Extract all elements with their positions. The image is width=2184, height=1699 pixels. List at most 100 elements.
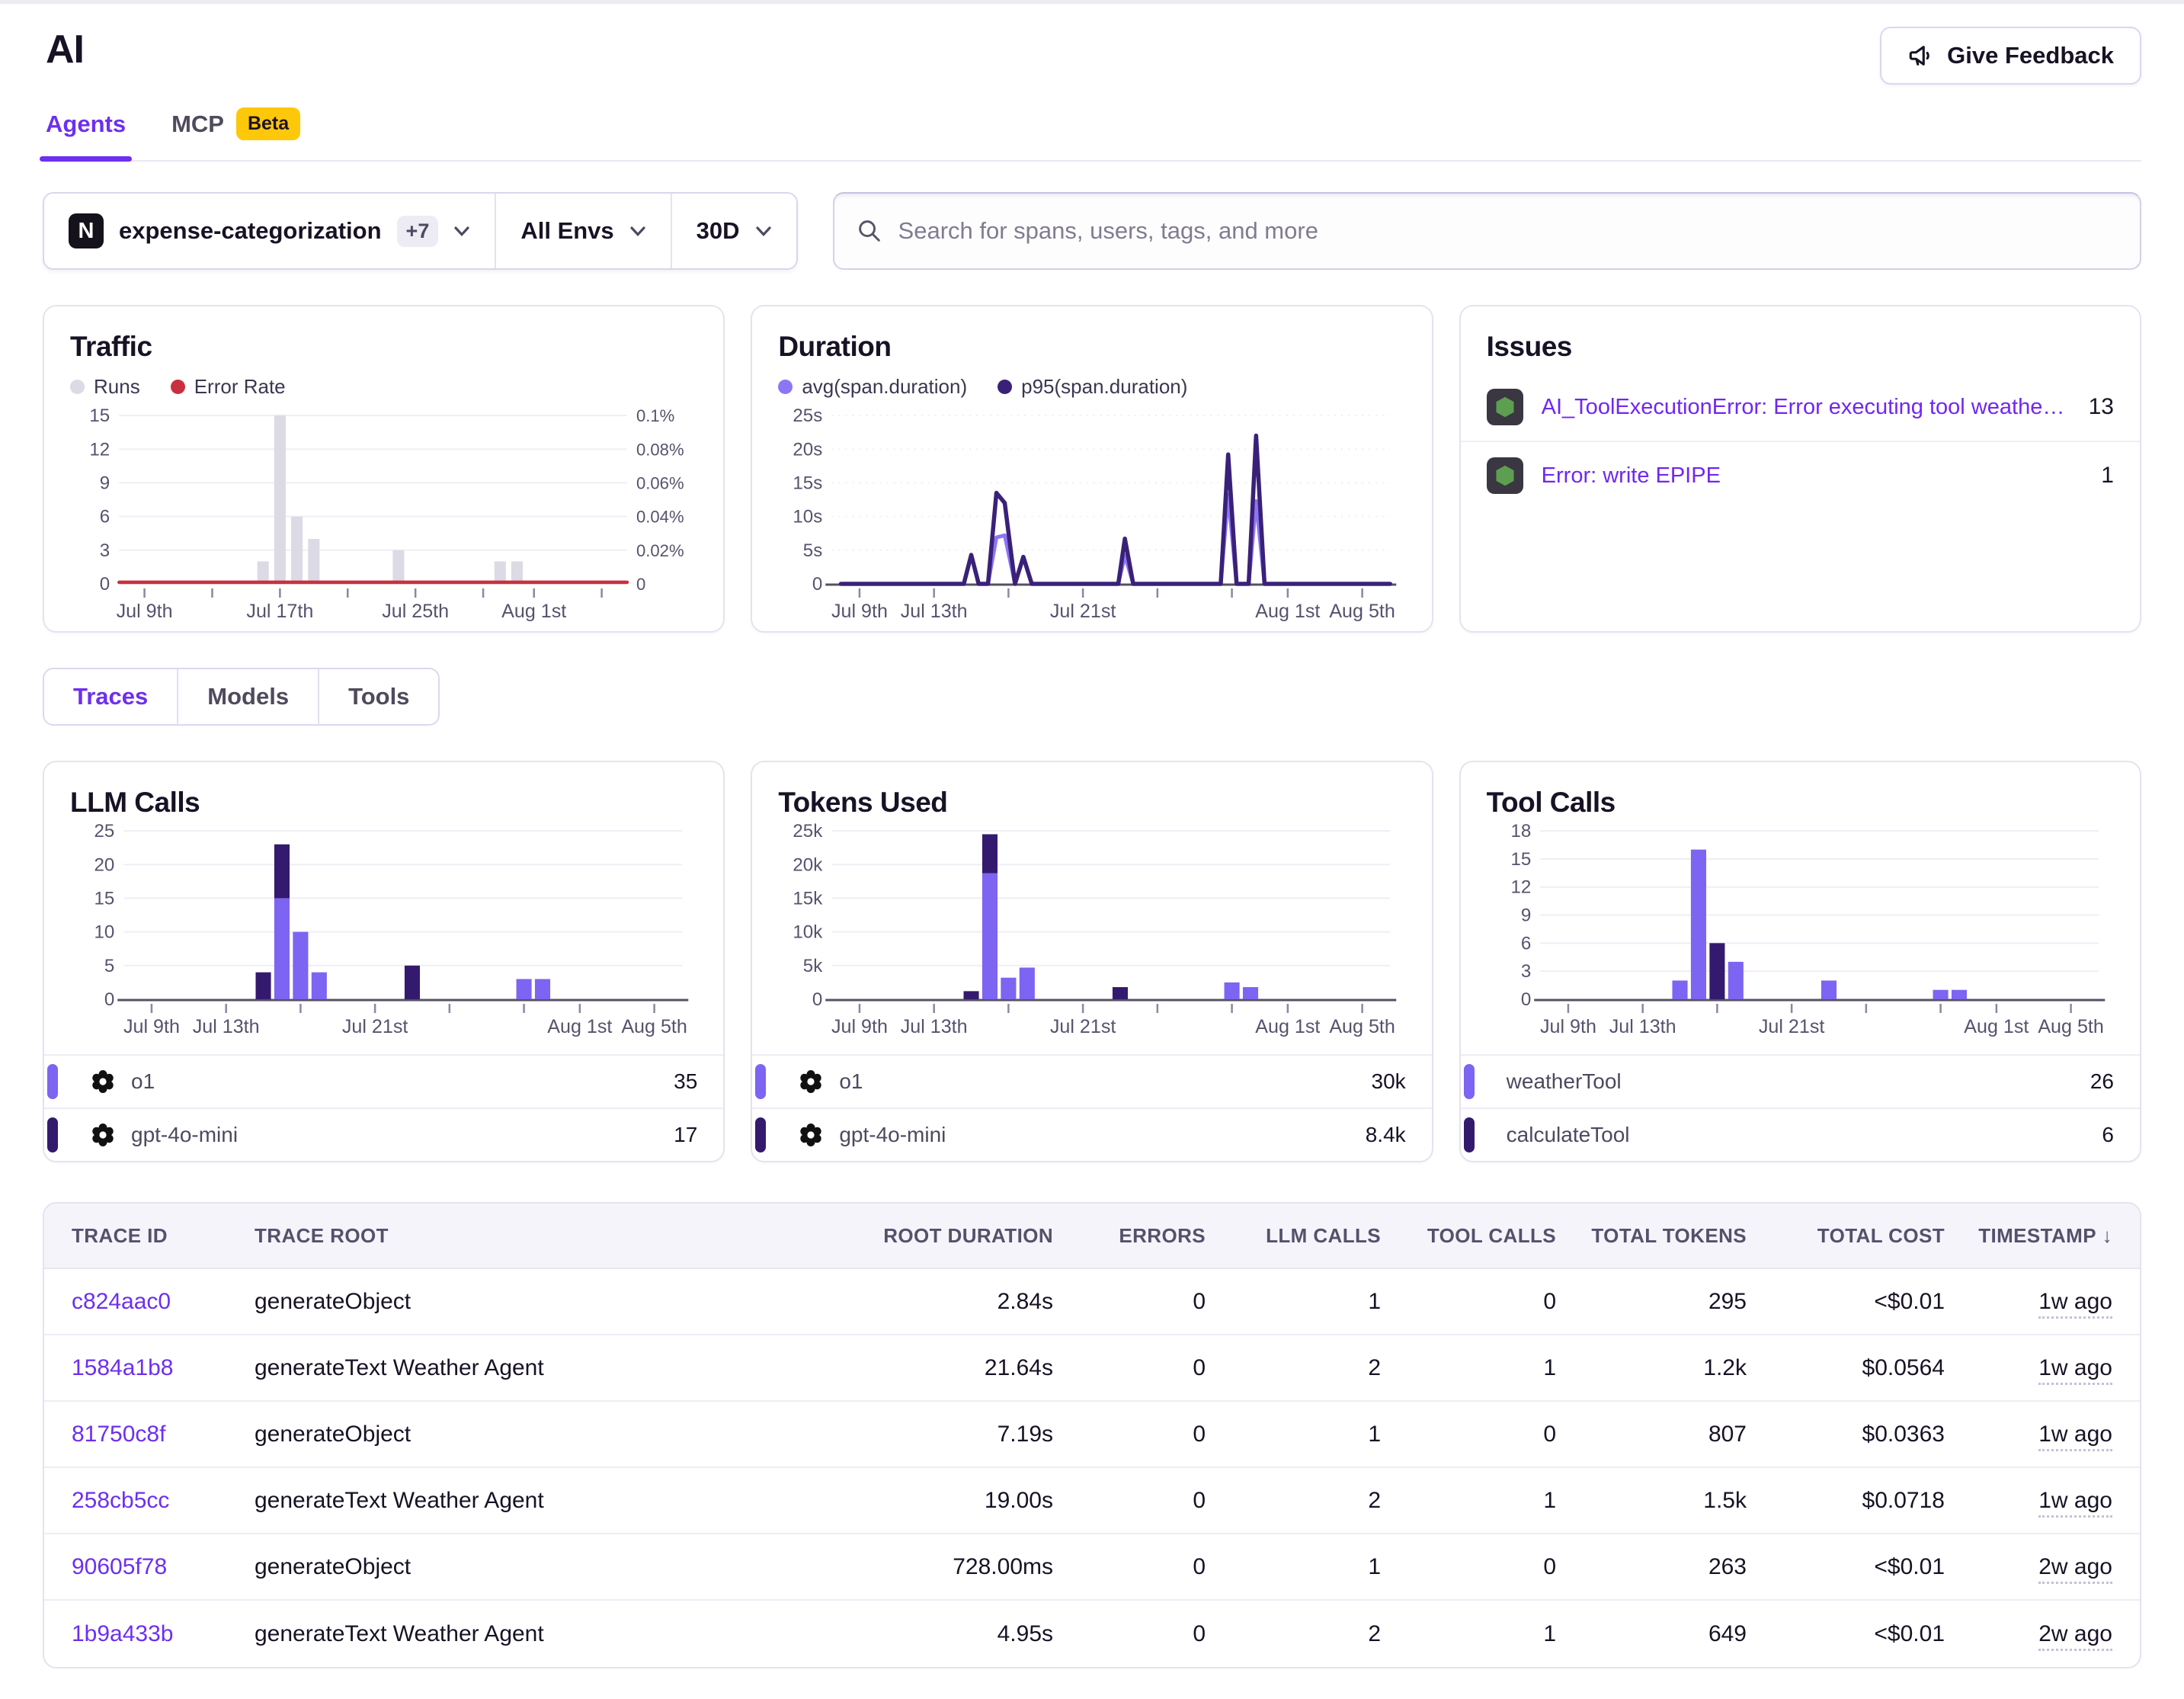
duration-panel: Duration avg(span.duration)p95(span.dura… <box>751 305 1433 633</box>
svg-text:10k: 10k <box>793 922 824 943</box>
legend-item: avg(span.duration) <box>778 375 967 399</box>
issue-link[interactable]: AI_ToolExecutionError: Error executing t… <box>1542 395 2070 420</box>
series-name: o1 <box>131 1069 155 1094</box>
column-header-trace-root[interactable]: TRACE ROOT <box>255 1224 855 1248</box>
timestamp-value[interactable]: 2w ago <box>2038 1554 2112 1584</box>
timestamp-value[interactable]: 1w ago <box>2038 1422 2112 1451</box>
svg-text:Aug 1st: Aug 1st <box>547 1016 612 1037</box>
trace-id-link[interactable]: c824aac0 <box>72 1289 255 1315</box>
beta-badge: Beta <box>236 107 300 140</box>
series-legend-row[interactable]: calculateTool6 <box>1461 1109 2140 1161</box>
tab-mcp[interactable]: MCPBeta <box>171 107 300 160</box>
series-color-chip <box>1464 1117 1475 1152</box>
svg-text:0.06%: 0.06% <box>636 473 684 492</box>
series-legend-row[interactable]: gpt-4o-mini8.4k <box>752 1109 1431 1161</box>
svg-text:Jul 9th: Jul 9th <box>117 601 173 622</box>
svg-text:20k: 20k <box>793 854 824 875</box>
svg-text:5s: 5s <box>803 540 822 561</box>
tab-agents[interactable]: Agents <box>46 107 126 160</box>
column-header-errors[interactable]: ERRORS <box>1053 1224 1206 1248</box>
openai-icon <box>90 1122 116 1148</box>
column-header-root-duration[interactable]: ROOT DURATION <box>855 1224 1053 1248</box>
nodejs-icon <box>1487 457 1523 494</box>
series-legend-row[interactable]: o130k <box>752 1056 1431 1109</box>
svg-text:20s: 20s <box>793 439 823 460</box>
series-name: gpt-4o-mini <box>839 1123 946 1147</box>
svg-text:Aug 5th: Aug 5th <box>2038 1016 2104 1037</box>
cell-total-tokens: 649 <box>1556 1621 1747 1647</box>
svg-text:Jul 21st: Jul 21st <box>342 1016 408 1037</box>
column-header-tool-calls[interactable]: TOOL CALLS <box>1381 1224 1556 1248</box>
cell-tool-calls: 1 <box>1381 1488 1556 1514</box>
issue-row[interactable]: AI_ToolExecutionError: Error executing t… <box>1461 373 2140 442</box>
legend-label: p95(span.duration) <box>1021 375 1187 399</box>
cell-llm-calls: 2 <box>1206 1355 1381 1381</box>
traffic-chart: 0030.02%60.04%90.06%120.08%150.1%Jul 9th… <box>70 403 697 625</box>
series-color-chip <box>755 1117 766 1152</box>
trace-root: generateText Weather Agent <box>255 1621 855 1647</box>
series-legend-row[interactable]: weatherTool26 <box>1461 1056 2140 1109</box>
date-range-selector[interactable]: 30D <box>672 194 796 268</box>
cell-total-tokens: 295 <box>1556 1289 1747 1315</box>
timestamp-value[interactable]: 2w ago <box>2038 1621 2112 1651</box>
trace-id-link[interactable]: 258cb5cc <box>72 1488 255 1514</box>
cell-total-cost: <$0.01 <box>1747 1621 1945 1647</box>
detail-charts-row: LLM Calls 0510152025Jul 9thJul 13thJul 2… <box>43 761 2141 1162</box>
trace-id-link[interactable]: 90605f78 <box>72 1554 255 1580</box>
svg-text:Aug 1st: Aug 1st <box>1256 601 1321 622</box>
issue-row[interactable]: Error: write EPIPE1 <box>1461 442 2140 509</box>
svg-text:0: 0 <box>104 989 114 1010</box>
cell-total-tokens: 263 <box>1556 1554 1747 1580</box>
legend-item: Runs <box>70 375 140 399</box>
tool-calls-title: Tool Calls <box>1487 787 2114 819</box>
timestamp-value[interactable]: 1w ago <box>2038 1488 2112 1518</box>
svg-text:Jul 9th: Jul 9th <box>1540 1016 1596 1037</box>
primary-tabs: Agents MCPBeta <box>43 107 2141 162</box>
svg-text:25s: 25s <box>793 406 823 426</box>
search-box[interactable] <box>833 192 2141 270</box>
tab-label: Agents <box>46 111 126 138</box>
search-input[interactable] <box>898 217 2117 245</box>
column-header-trace-id[interactable]: TRACE ID <box>72 1224 255 1248</box>
series-color-chip <box>47 1064 58 1099</box>
issue-link[interactable]: Error: write EPIPE <box>1542 463 1721 489</box>
cell-total-cost: $0.0564 <box>1747 1355 1945 1381</box>
trace-id-link[interactable]: 1b9a433b <box>72 1621 255 1647</box>
tokens-used-chart: 05k10k15k20k25kJul 9thJul 13thJul 21stAu… <box>778 819 1405 1040</box>
project-selector[interactable]: N expense-categorization +7 <box>44 194 496 268</box>
cell-root-duration: 21.64s <box>855 1355 1053 1381</box>
svg-text:Jul 21st: Jul 21st <box>1050 601 1116 622</box>
timestamp-value[interactable]: 1w ago <box>2038 1355 2112 1385</box>
column-header-timestamp[interactable]: TIMESTAMP ↓ <box>1945 1224 2112 1248</box>
series-legend-row[interactable]: o135 <box>44 1056 723 1109</box>
summary-charts-row: Traffic RunsError Rate 0030.02%60.04%90.… <box>43 305 2141 633</box>
series-name: gpt-4o-mini <box>131 1123 238 1147</box>
cell-root-duration: 728.00ms <box>855 1554 1053 1580</box>
svg-text:6: 6 <box>100 507 110 527</box>
duration-chart: 05s10s15s20s25sJul 9thJul 13thJul 21stAu… <box>778 403 1405 625</box>
column-header-total-cost[interactable]: TOTAL COST <box>1747 1224 1945 1248</box>
svg-text:3: 3 <box>100 540 110 561</box>
svg-text:Jul 13th: Jul 13th <box>901 1016 968 1037</box>
section-tab-traces[interactable]: Traces <box>44 669 178 724</box>
give-feedback-button[interactable]: Give Feedback <box>1880 27 2141 85</box>
tool-calls-chart: 0369121518Jul 9thJul 13thJul 21stAug 1st… <box>1487 819 2114 1040</box>
trace-id-link[interactable]: 81750c8f <box>72 1422 255 1447</box>
traffic-panel: Traffic RunsError Rate 0030.02%60.04%90.… <box>43 305 725 633</box>
section-tab-tools[interactable]: Tools <box>319 669 438 724</box>
column-header-total-tokens[interactable]: TOTAL TOKENS <box>1556 1224 1747 1248</box>
trace-id-link[interactable]: 1584a1b8 <box>72 1355 255 1381</box>
svg-text:15: 15 <box>89 406 110 426</box>
series-name: calculateTool <box>1507 1123 1630 1147</box>
environment-selector[interactable]: All Envs <box>496 194 671 268</box>
timestamp-value[interactable]: 1w ago <box>2038 1289 2112 1319</box>
svg-text:0.08%: 0.08% <box>636 440 684 459</box>
section-tab-models[interactable]: Models <box>178 669 319 724</box>
traces-table-body: c824aac0generateObject2.84s010295<$0.011… <box>44 1269 2140 1667</box>
issues-list: AI_ToolExecutionError: Error executing t… <box>1461 373 2140 509</box>
svg-text:15: 15 <box>94 889 114 909</box>
series-legend-row[interactable]: gpt-4o-mini17 <box>44 1109 723 1161</box>
svg-text:5k: 5k <box>803 956 823 976</box>
column-header-llm-calls[interactable]: LLM CALLS <box>1206 1224 1381 1248</box>
svg-text:Aug 5th: Aug 5th <box>621 1016 687 1037</box>
